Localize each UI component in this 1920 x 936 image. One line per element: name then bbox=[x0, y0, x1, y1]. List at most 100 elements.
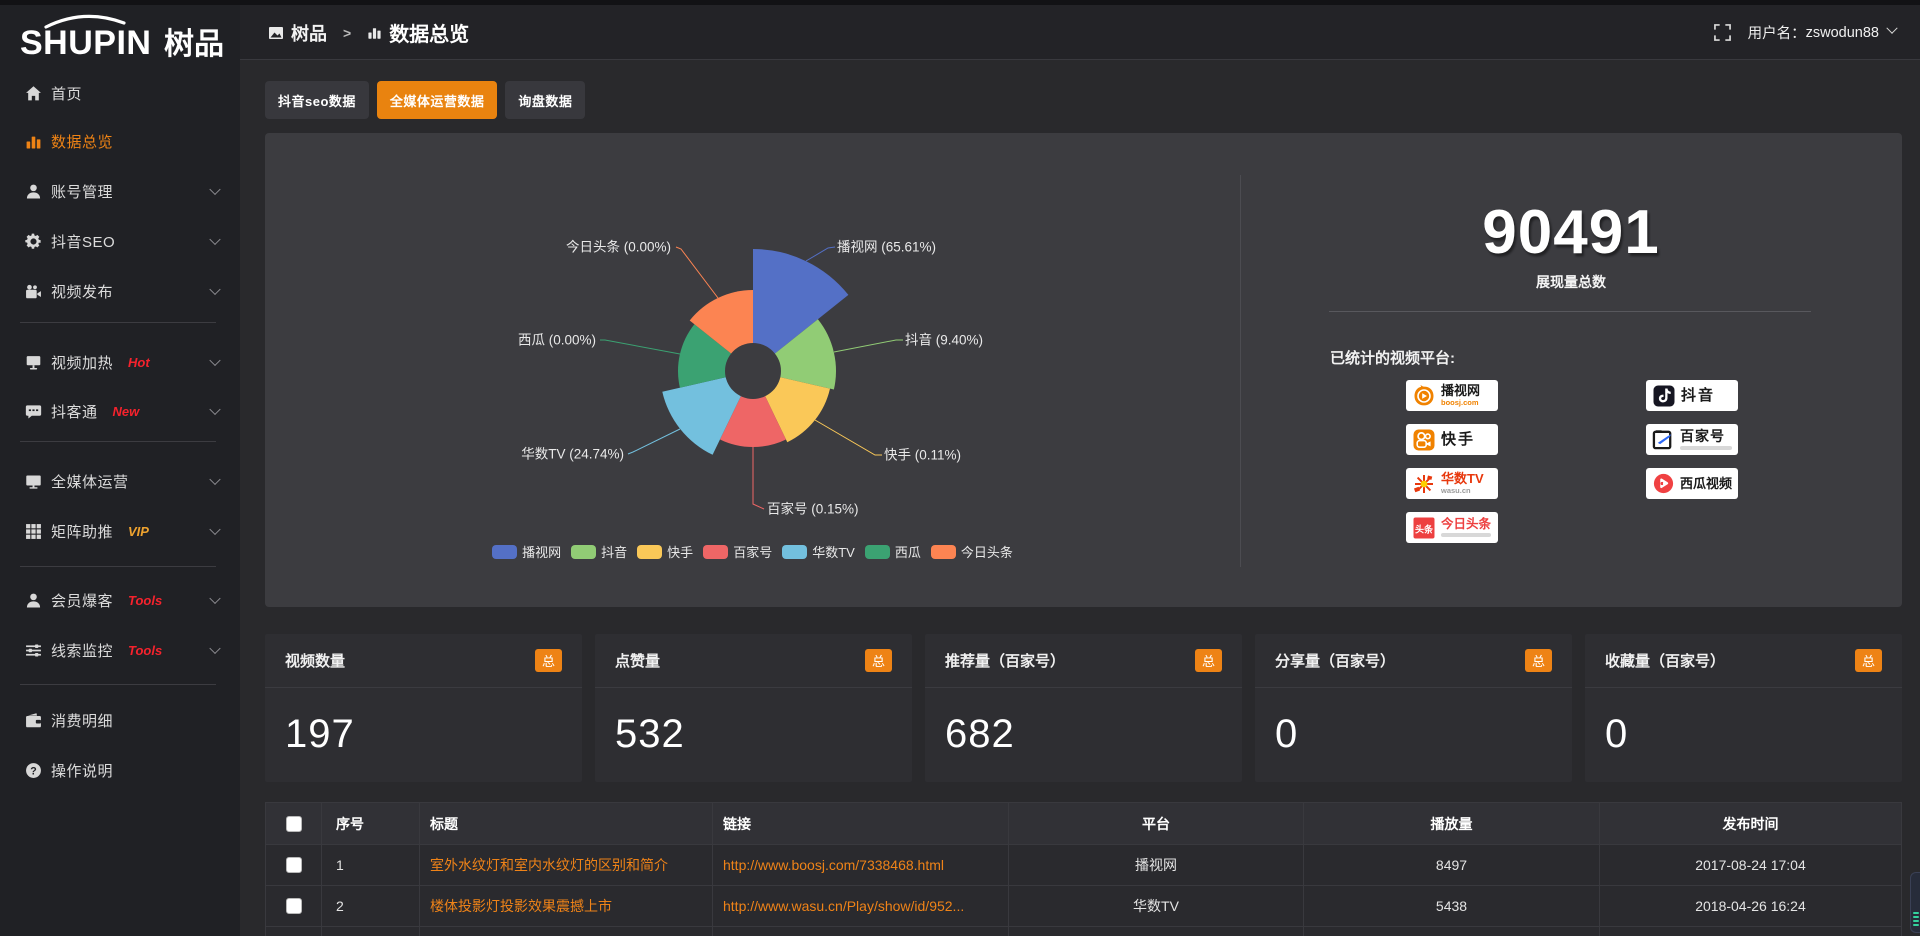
legend-item[interactable]: 百家号 bbox=[703, 542, 772, 561]
logo-suffix: 树品 bbox=[164, 28, 224, 61]
legend-swatch bbox=[703, 544, 729, 559]
sidebar-item-doketong[interactable]: 抖客通 New bbox=[0, 387, 240, 435]
fullscreen-icon[interactable] bbox=[1713, 24, 1731, 41]
cell-views: 8497 bbox=[1303, 844, 1600, 886]
pie-label: 今日头条 (0.00%) bbox=[566, 239, 671, 255]
tab-inquiry-data[interactable]: 询盘数据 bbox=[505, 81, 586, 119]
sidebar-item-omnimedia[interactable]: 全媒体运营 bbox=[0, 457, 240, 505]
column-header-title[interactable]: 标题 bbox=[419, 802, 713, 845]
wallet-icon bbox=[24, 711, 42, 729]
sidebar-item-expenses[interactable]: 消费明细 bbox=[0, 696, 240, 744]
vip-badge: VIP bbox=[128, 523, 149, 539]
breadcrumb-root[interactable]: 树品 bbox=[291, 23, 327, 44]
platform-badge-baijiahao: 百家号 bbox=[1646, 424, 1738, 455]
sidebar-item-leads-monitor[interactable]: 线索监控 Tools bbox=[0, 626, 240, 674]
sidebar-item-matrix-boost[interactable]: 矩阵助推 VIP bbox=[0, 507, 240, 555]
sidebar: SHUPIN 树品 首页 数据总览 账号管理 抖音SEO 视频发布 bbox=[0, 5, 240, 936]
bar-chart-icon bbox=[24, 132, 42, 150]
legend-label: 抖音 bbox=[601, 545, 628, 560]
home-icon bbox=[24, 84, 42, 102]
legend-item[interactable]: 抖音 bbox=[571, 542, 627, 561]
legend-label: 快手 bbox=[667, 545, 694, 560]
cell-empty bbox=[1008, 926, 1304, 936]
tab-douyin-seo-data[interactable]: 抖音seo数据 bbox=[265, 81, 369, 119]
breadcrumb-page[interactable]: 数据总览 bbox=[389, 24, 470, 46]
stat-title: 视频数量 bbox=[285, 653, 346, 670]
sidebar-item-label: 数据总览 bbox=[51, 133, 114, 151]
total-impressions-label: 展现量总数 bbox=[1536, 274, 1606, 290]
breadcrumb-separator: > bbox=[343, 24, 352, 41]
pie-label: 百家号 (0.15%) bbox=[767, 501, 859, 517]
table-header-row: 序号 标题 链接 平台 播放量 发布时间 bbox=[265, 802, 1902, 845]
tab-omnimedia-data[interactable]: 全媒体运营数据 bbox=[376, 81, 498, 119]
total-impressions-value: 90491 bbox=[1482, 198, 1660, 267]
row-checkbox[interactable] bbox=[285, 898, 302, 914]
pie-label-line bbox=[627, 428, 681, 455]
legend-item[interactable]: 华数TV bbox=[782, 542, 855, 561]
panel-divider bbox=[1240, 175, 1241, 567]
overview-icon bbox=[367, 25, 382, 40]
horizontal-divider bbox=[1329, 311, 1811, 312]
platform-badge-xigua: 西瓜视频 bbox=[1646, 468, 1738, 499]
sidebar-item-douyin-seo[interactable]: 抖音SEO bbox=[0, 217, 240, 265]
cell-title-link[interactable]: 楼体投影灯投影效果震撼上市 bbox=[419, 885, 713, 927]
chevron-down-icon bbox=[209, 523, 221, 536]
person-icon bbox=[24, 591, 42, 609]
stat-title: 收藏量（百家号） bbox=[1605, 653, 1726, 670]
cell-url-link[interactable]: http://www.boosj.com/7338468.html bbox=[712, 844, 1009, 886]
logo-text: SHUPIN bbox=[20, 24, 151, 62]
chevron-down-icon bbox=[209, 233, 221, 246]
pie-slice-4[interactable] bbox=[720, 371, 786, 448]
legend-item[interactable]: 西瓜 bbox=[864, 542, 921, 561]
pie-slice-1[interactable] bbox=[753, 249, 849, 371]
table-row: 2 楼体投影灯投影效果震撼上市 http://www.wasu.cn/Play/… bbox=[265, 885, 1902, 927]
sidebar-item-label: 会员爆客 bbox=[51, 592, 114, 610]
platform-badge-boosj: 播视网 boosj.com bbox=[1406, 380, 1498, 411]
cell-time: 2018-04-26 16:24 bbox=[1599, 885, 1902, 927]
floating-widget[interactable] bbox=[1910, 872, 1920, 933]
user-menu[interactable]: 用户名： zswodun88 bbox=[1747, 22, 1898, 43]
select-all-checkbox[interactable] bbox=[285, 815, 302, 832]
legend-item[interactable]: 播视网 bbox=[492, 542, 561, 561]
total-badge[interactable]: 总 bbox=[1854, 649, 1882, 672]
platform-badge-wasu: 华数TV wasu.cn bbox=[1406, 468, 1498, 499]
rose-pie-chart[interactable]: 播视网 (65.61%) 抖音 (9.40%) 快手 (0.11%) 百家号 (0.1… bbox=[265, 133, 1902, 607]
cell-title-link[interactable]: 室外水纹灯和室内水纹灯的区别和简介 bbox=[419, 844, 713, 886]
legend-item[interactable]: 今日头条 bbox=[930, 542, 1013, 561]
sidebar-item-instructions[interactable]: ? 操作说明 bbox=[0, 746, 240, 794]
sidebar-item-label: 视频加热 bbox=[51, 354, 114, 372]
platform-badge-douyin: 抖音 bbox=[1646, 380, 1738, 411]
column-header-views[interactable]: 播放量 bbox=[1303, 802, 1600, 845]
stat-card-video-count: 视频数量 总 197 bbox=[265, 634, 582, 782]
cell-empty bbox=[1303, 926, 1600, 936]
total-badge[interactable]: 总 bbox=[864, 649, 892, 672]
column-header-link[interactable]: 链接 bbox=[712, 802, 1009, 845]
sidebar-item-video-heat[interactable]: 视频加热 Hot bbox=[0, 338, 240, 386]
username-label: 用户名： bbox=[1747, 26, 1806, 42]
pie-label-line bbox=[600, 339, 681, 355]
sidebar-item-account[interactable]: 账号管理 bbox=[0, 167, 240, 215]
total-badge[interactable]: 总 bbox=[534, 649, 562, 672]
video-camera-icon bbox=[24, 282, 42, 300]
sidebar-item-video-publish[interactable]: 视频发布 bbox=[0, 267, 240, 315]
sidebar-item-data-overview[interactable]: 数据总览 bbox=[0, 117, 240, 165]
stat-value: 682 bbox=[945, 712, 1015, 756]
legend-item[interactable]: 快手 bbox=[637, 542, 693, 561]
column-header-index[interactable]: 序号 bbox=[321, 802, 420, 845]
cell-url-link[interactable]: http://www.wasu.cn/Play/show/id/952... bbox=[712, 885, 1009, 927]
total-badge[interactable]: 总 bbox=[1524, 649, 1552, 672]
sidebar-item-home[interactable]: 首页 bbox=[0, 69, 240, 117]
total-badge[interactable]: 总 bbox=[1194, 649, 1222, 672]
platforms-label: 已统计的视频平台: bbox=[1330, 350, 1455, 367]
stat-value: 532 bbox=[615, 712, 685, 756]
column-header-platform[interactable]: 平台 bbox=[1008, 802, 1304, 845]
pie-label-line bbox=[675, 246, 719, 299]
sidebar-item-member[interactable]: 会员爆客 Tools bbox=[0, 576, 240, 624]
sidebar-divider bbox=[20, 441, 216, 442]
column-header-time[interactable]: 发布时间 bbox=[1599, 802, 1902, 845]
chevron-down-icon bbox=[209, 592, 221, 605]
pie-slice-5[interactable] bbox=[662, 371, 753, 455]
row-checkbox[interactable] bbox=[285, 857, 302, 873]
stat-card-header: 点赞量 总 bbox=[595, 634, 912, 688]
tools-badge: Tools bbox=[128, 592, 163, 608]
